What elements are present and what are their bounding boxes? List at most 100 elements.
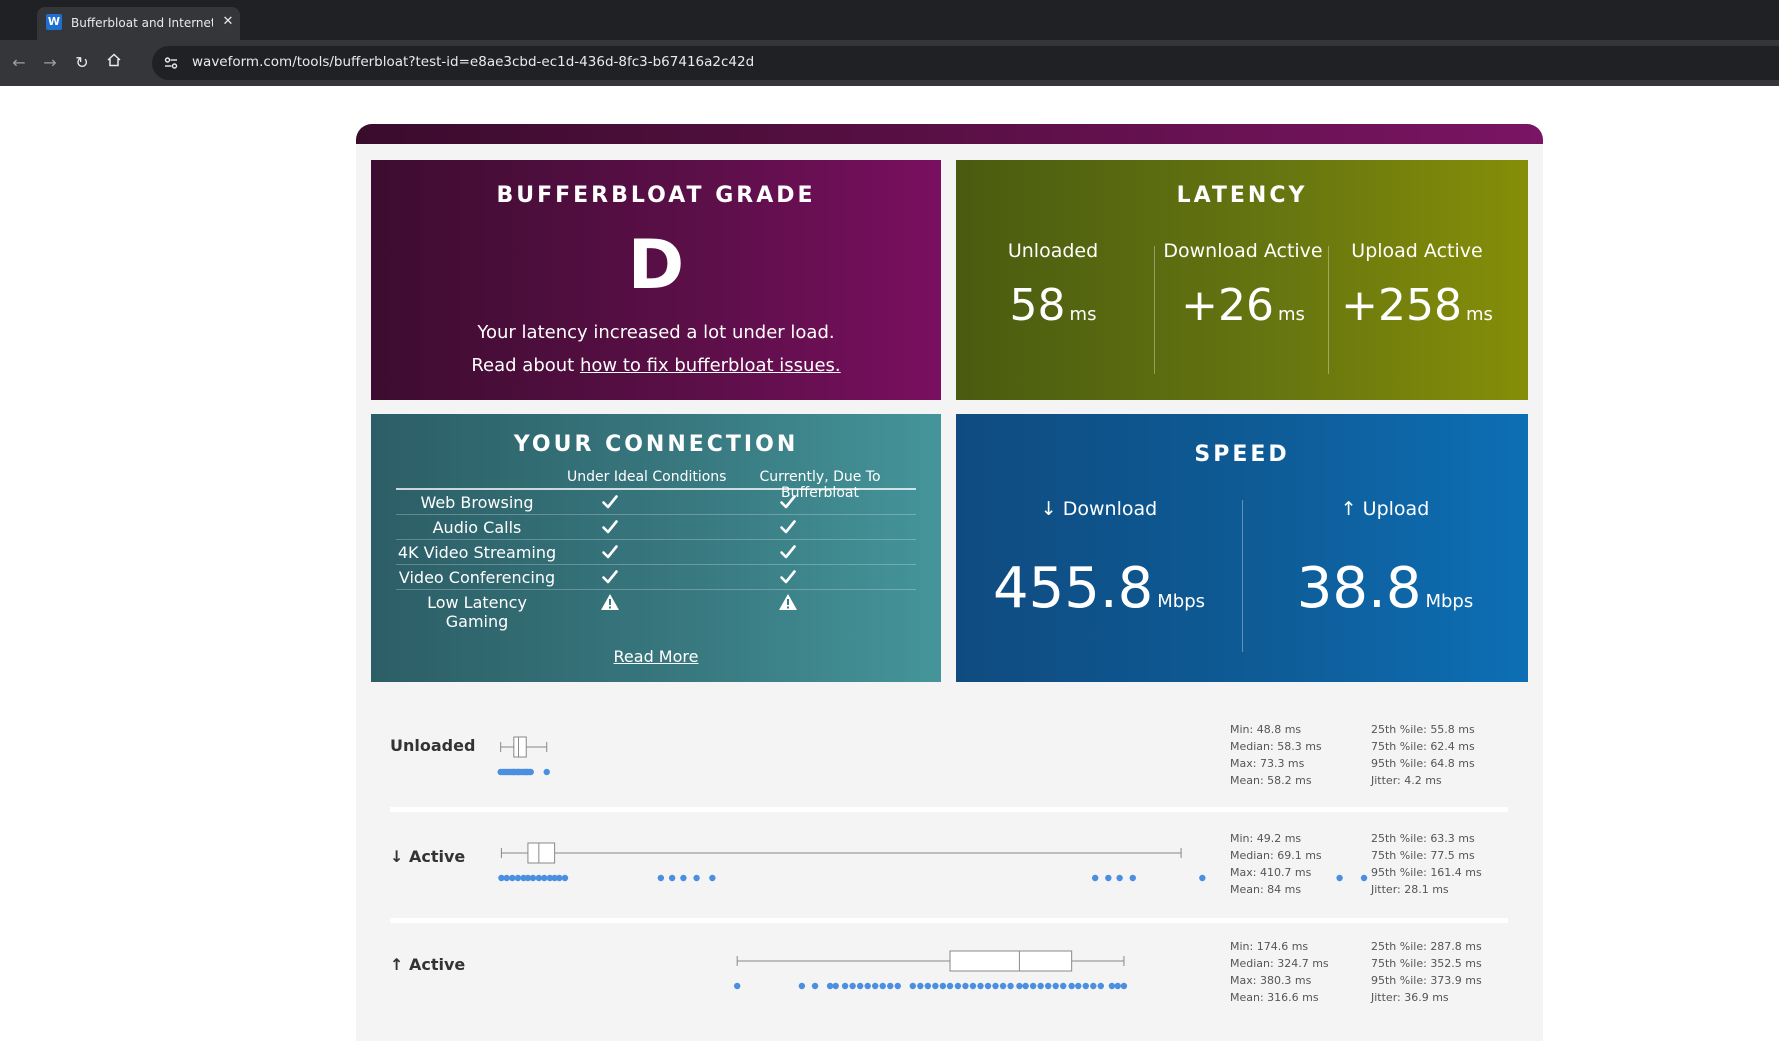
iqr-box [513,736,527,758]
upload-number: 38.8 [1296,556,1422,621]
latency-sample-point [811,982,819,990]
browser-tab[interactable]: W Bufferbloat and Internet Speed ✕ [37,7,240,40]
download-number: 455.8 [992,556,1154,621]
stat-line: 75th %ile: 352.5 ms [1371,957,1482,970]
connection-use-case: Audio Calls [432,518,522,537]
your-connection-card: YOUR CONNECTION Under Ideal Conditions C… [371,414,941,682]
stat-line: Mean: 316.6 ms [1230,991,1319,1004]
latency-stats-right: 25th %ile: 55.8 ms 75th %ile: 62.4 ms 95th… [1371,721,1475,789]
check-icon [598,518,622,541]
connection-row: 4K Video Streaming [396,540,916,565]
upload-label: ↑ Upload [1340,498,1430,520]
latency-sample-point [832,982,839,990]
stat-line: Min: 174.6 ms [1230,940,1309,953]
latency-sample-point [1120,982,1128,990]
latency-upload-label: Upload Active [1351,240,1483,262]
latency-sample-point [887,982,894,990]
latency-unit: ms [1277,304,1305,325]
latency-unloaded-number: 58 [1009,280,1066,331]
download-label: ↓ Download [1040,498,1158,520]
latency-sample-point [1097,982,1105,990]
check-icon [598,543,622,566]
address-bar[interactable]: waveform.com/tools/bufferbloat?test-id=e… [152,46,1779,80]
latency-sample-point [668,874,676,882]
home-icon[interactable] [103,52,125,74]
stat-line: Jitter: 36.9 ms [1371,991,1449,1004]
latency-sample-point [527,768,534,776]
close-icon[interactable]: ✕ [222,14,234,29]
waveform-favicon-icon: W [46,14,62,30]
check-icon [598,493,622,516]
back-icon[interactable]: ← [12,53,26,72]
latency-unloaded-label: Unloaded [1007,240,1099,262]
speed-unit: Mbps [1157,591,1206,612]
latency-divider [1154,246,1155,374]
latency-download-number: +26 [1181,280,1274,331]
forward-icon[interactable]: → [43,53,57,72]
latency-sample-point [849,982,856,990]
latency-upload-number: +258 [1341,280,1462,331]
check-icon [598,568,622,591]
latency-box-plot [733,950,1128,990]
latency-download-active: Download Active +26 ms [1136,240,1350,331]
bufferbloat-grade-card: BUFFERBLOAT GRADE D Your latency increas… [371,160,941,400]
connection-title: YOUR CONNECTION [513,432,799,457]
latency-sample-point [680,874,687,882]
latency-sample-point [693,874,700,882]
read-more-link[interactable]: Read More [613,647,699,666]
row-separator [390,807,1508,812]
latency-sample-point [1114,982,1121,990]
stat-line: Max: 73.3 ms [1230,757,1305,770]
connection-table-header: Under Ideal Conditions Currently, Due To… [396,466,916,501]
speed-upload: ↑ Upload 38.8 Mbps [1242,498,1528,621]
latency-sample-point [871,982,879,990]
grade-message: Your latency increased a lot under load. [477,322,835,343]
latency-sample-point [962,982,969,990]
stat-line: Max: 410.7 ms [1230,866,1312,879]
panel-header-bar [356,124,1543,144]
col-current-header: Currently, Due To Bufferbloat [759,469,881,501]
connection-table: Under Ideal Conditions Currently, Due To… [396,466,916,631]
latency-sample-point [551,874,558,882]
latency-sample-point [1007,982,1014,990]
latency-sample-point [524,874,532,882]
latency-divider [1328,246,1329,374]
grade-read-about: Read about how to fix bufferbloat issues… [371,355,941,376]
latency-sample-point [1029,982,1037,990]
browser-tab-bar: W Bufferbloat and Internet Speed ✕ [0,0,1779,40]
latency-sample-point [977,982,984,990]
tab-title: Bufferbloat and Internet Speed [71,16,213,30]
latency-sample-point [1052,982,1059,990]
latency-unloaded: Unloaded 58 ms [958,240,1148,331]
stat-line: Min: 48.8 ms [1230,723,1302,736]
latency-card: LATENCY Unloaded 58 ms Download Active +2… [956,160,1528,400]
check-icon [776,493,800,516]
latency-sample-point [535,874,543,882]
stat-line: 95th %ile: 373.9 ms [1371,974,1482,987]
connection-row: Web Browsing [396,490,916,515]
reload-icon[interactable]: ↻ [75,53,89,72]
latency-sample-point [984,982,992,990]
latency-stats-right: 25th %ile: 287.8 ms 75th %ile: 352.5 ms 95… [1371,938,1482,1006]
latency-sample-point [1016,982,1023,990]
latency-unit: ms [1465,304,1493,325]
download-value: 455.8 Mbps [956,556,1242,621]
latency-row: ↓ Active Min: 49.2 ms Median: 69.1 ms Max: … [356,820,1543,920]
stat-line: 75th %ile: 77.5 ms [1371,849,1475,862]
upload-value: 38.8 Mbps [1242,556,1528,621]
latency-stats-left: Min: 49.2 ms Median: 69.1 ms Max: 410.7 ms… [1230,830,1322,898]
fix-bufferbloat-link[interactable]: how to fix bufferbloat issues. [579,355,841,376]
site-settings-icon[interactable] [163,55,179,71]
latency-box-plot [497,736,550,776]
latency-download-value: +26 ms [1136,280,1350,331]
latency-sample-point [1116,874,1123,882]
stat-line: Jitter: 4.2 ms [1371,774,1442,787]
latency-stats-right: 25th %ile: 63.3 ms 75th %ile: 77.5 ms 95th… [1371,830,1482,898]
latency-sample-point [1336,874,1343,882]
stat-line: Min: 49.2 ms [1230,832,1302,845]
latency-sample-point [946,982,954,990]
latency-row-label: Unloaded [390,736,476,755]
latency-sample-point [509,874,516,882]
connection-use-case: Video Conferencing [398,568,556,587]
check-icon [776,518,800,541]
